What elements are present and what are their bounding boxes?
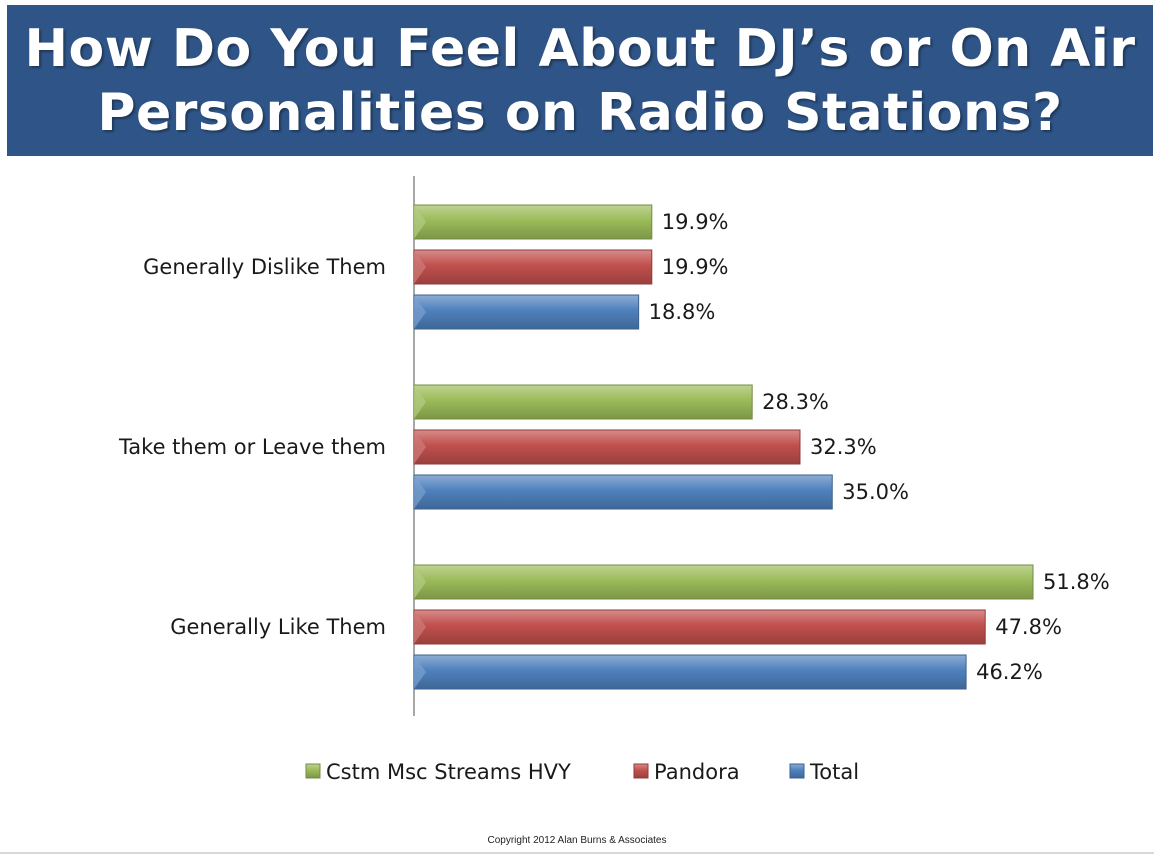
copyright-text: Copyright 2012 Alan Burns & Associates [487, 835, 667, 846]
data-label: 18.8% [649, 300, 716, 324]
data-label: 35.0% [842, 480, 909, 504]
bar-total [413, 654, 967, 690]
footer-divider [0, 852, 1154, 854]
bar-bevel [414, 385, 426, 419]
bar-pandora [413, 429, 801, 465]
bar-bevel [414, 565, 426, 599]
bar-bevel [414, 430, 426, 464]
bar-bevel [414, 250, 426, 284]
legend-swatch [633, 763, 649, 779]
data-label: 47.8% [995, 615, 1062, 639]
bar-total [413, 294, 640, 330]
chart-title-line-2: Personalities on Radio Stations? [97, 82, 1063, 143]
bar-cstm-msc-streams-hvy [413, 384, 753, 420]
bar-bevel [414, 655, 426, 689]
bar-pandora [413, 249, 653, 285]
title-banner: How Do You Feel About DJ’s or On Air Per… [7, 5, 1153, 156]
data-label: 46.2% [976, 660, 1043, 684]
data-label: 28.3% [762, 390, 829, 414]
chart-title-line-1: How Do You Feel About DJ’s or On Air [24, 18, 1136, 79]
data-label: 19.9% [662, 210, 729, 234]
data-label: 51.8% [1043, 570, 1110, 594]
legend-label: Cstm Msc Streams HVY [326, 760, 571, 784]
bar-cstm-msc-streams-hvy [413, 564, 1034, 600]
bar-bevel [414, 610, 426, 644]
legend-swatch [305, 763, 321, 779]
bar-pandora [413, 609, 986, 645]
legend-label: Total [809, 760, 859, 784]
data-label: 19.9% [662, 255, 729, 279]
bar-chart: Generally Dislike Them 19.9% 19.9% 18.8% Tak… [118, 176, 1110, 784]
legend: Cstm Msc Streams HVY Pandora Total [305, 760, 859, 784]
bar-bevel [414, 205, 426, 239]
legend-label: Pandora [654, 760, 740, 784]
category-label: Generally Dislike Them [143, 255, 386, 279]
category-label: Take them or Leave them [118, 435, 386, 459]
legend-swatch [789, 763, 805, 779]
bar-bevel [414, 475, 426, 509]
bar-cstm-msc-streams-hvy [413, 204, 653, 240]
bar-bevel [414, 295, 426, 329]
plot-area: Generally Dislike Them 19.9% 19.9% 18.8% Tak… [118, 176, 1110, 716]
category-label: Generally Like Them [170, 615, 386, 639]
bar-total [413, 474, 833, 510]
data-label: 32.3% [810, 435, 877, 459]
